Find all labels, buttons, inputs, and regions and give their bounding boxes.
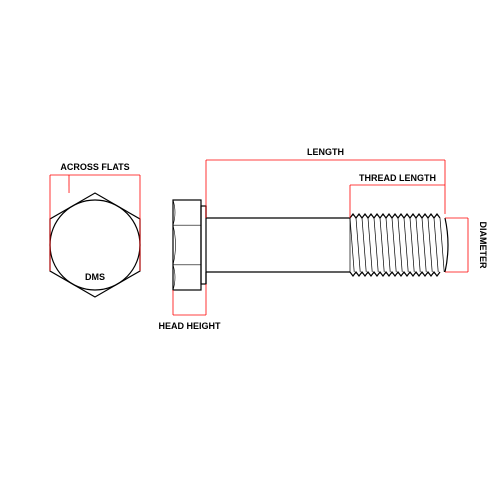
thread-helix: [368, 218, 372, 272]
washer-face: [201, 206, 206, 284]
thread-helix: [422, 218, 426, 272]
label-diameter: DIAMETER: [478, 222, 488, 270]
thread-helix: [356, 218, 360, 272]
thread-helix: [350, 218, 354, 272]
label-across-flats: ACROSS FLATS: [60, 162, 129, 172]
thread-helix: [410, 218, 414, 272]
thread-crest-bottom: [350, 272, 440, 276]
bolt-end: [445, 218, 448, 272]
thread-crest-top: [350, 214, 440, 218]
thread-helix: [374, 218, 378, 272]
thread-helix: [404, 218, 408, 272]
thread-helix: [398, 218, 402, 272]
label-length: LENGTH: [307, 147, 344, 157]
thread-helix: [362, 218, 366, 272]
thread-helix: [428, 218, 432, 272]
label-head-height: HEAD HEIGHT: [158, 321, 221, 331]
thread-helix: [440, 218, 444, 272]
thread-helix: [386, 218, 390, 272]
thread-helix: [416, 218, 420, 272]
bolt-head-side: [173, 200, 201, 290]
thread-helix: [392, 218, 396, 272]
thread-helix: [380, 218, 384, 272]
label-dms: DMS: [85, 272, 105, 282]
label-thread-length: THREAD LENGTH: [359, 173, 436, 183]
thread-helix: [434, 218, 438, 272]
